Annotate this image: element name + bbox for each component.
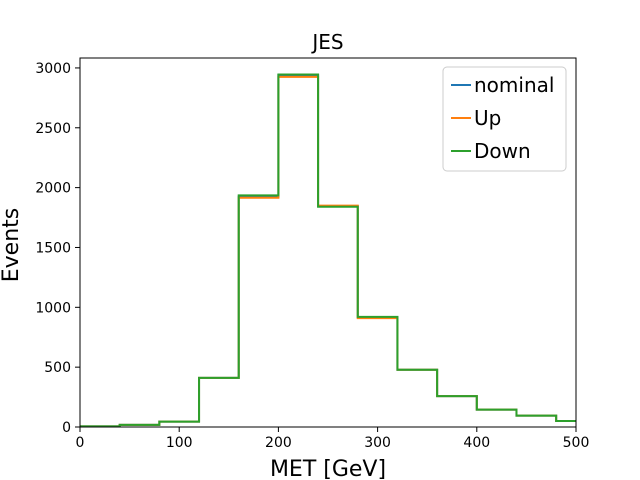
x-tick-label: 200 [265, 435, 292, 451]
y-axis: 0 500 1000 1500 2000 2500 3000 [35, 61, 80, 436]
plot-frame [79, 57, 577, 428]
y-tick-label: 3000 [35, 61, 71, 77]
x-axis-label: MET [GeV] [270, 457, 386, 480]
y-tick-label: 1500 [35, 240, 71, 256]
series-line-down [80, 73, 576, 427]
x-tick-label: 0 [76, 435, 85, 451]
y-tick-label: 1000 [35, 300, 71, 316]
y-axis-label: Events [0, 208, 24, 283]
y-tick-label: 500 [44, 360, 71, 376]
chart-title: JES [310, 30, 343, 54]
y-tick-label: 2500 [35, 121, 71, 137]
y-tick-label: 2000 [35, 181, 71, 197]
y-tick-label: 0 [62, 420, 71, 436]
legend-label-down: Down [474, 139, 531, 163]
x-tick-label: 300 [364, 435, 391, 451]
x-tick-label: 100 [166, 435, 193, 451]
x-tick-label: 500 [563, 435, 590, 451]
legend: nominal Up Down [442, 66, 567, 172]
plot-series [80, 73, 576, 427]
legend-box [442, 66, 567, 172]
legend-label-up: Up [474, 106, 501, 130]
x-tick-label: 400 [463, 435, 490, 451]
x-axis: 0 100 200 300 400 500 [76, 427, 590, 451]
legend-label-nominal: nominal [474, 73, 554, 97]
